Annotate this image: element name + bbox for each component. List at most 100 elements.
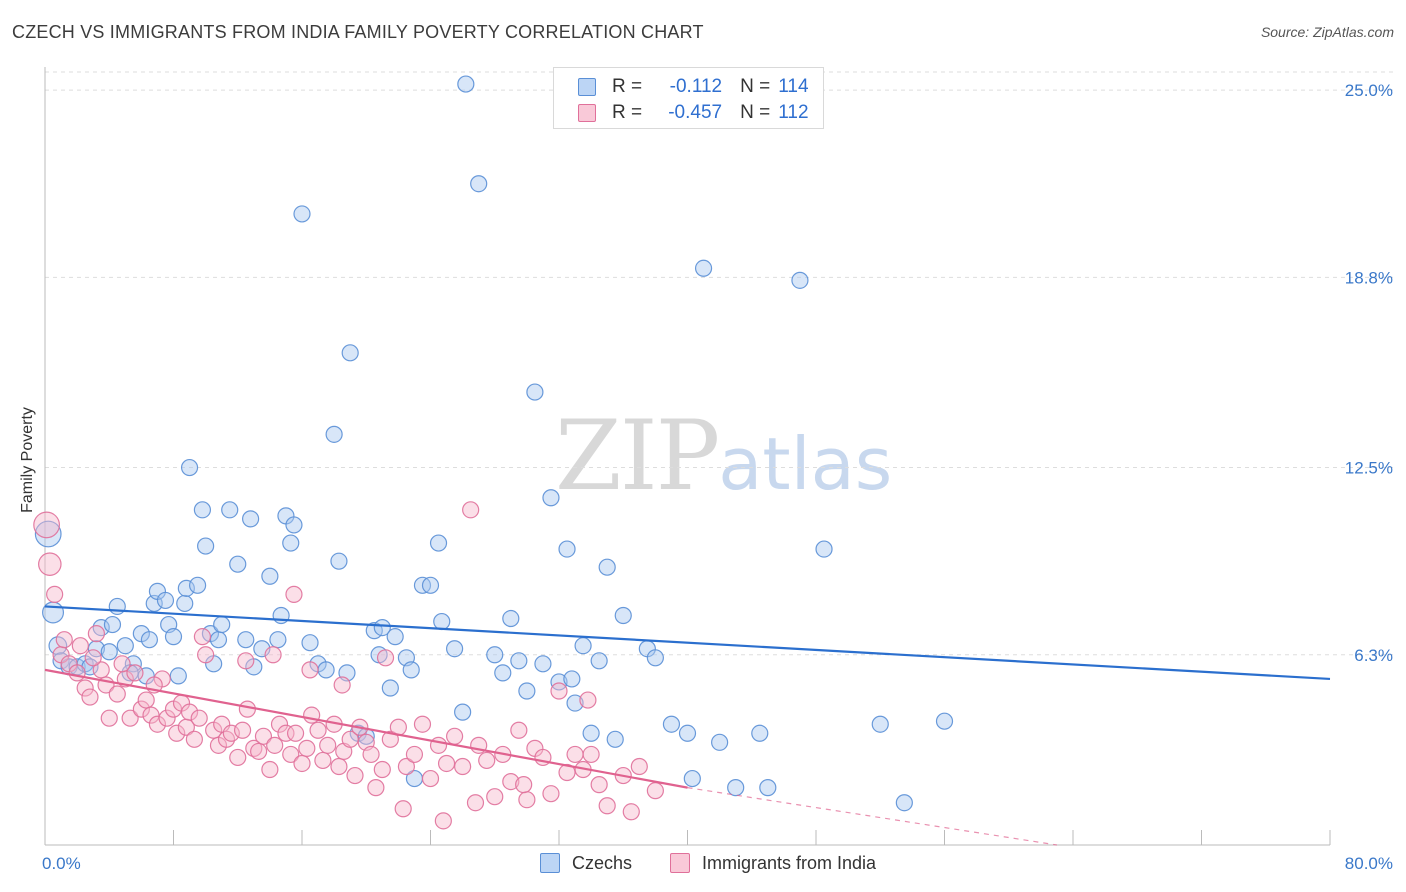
point-india bbox=[33, 511, 61, 539]
x-tick-label-min: 0.0% bbox=[42, 854, 81, 873]
point-india bbox=[55, 631, 73, 649]
point-india bbox=[542, 785, 560, 803]
point-india bbox=[330, 757, 348, 776]
point-czech bbox=[815, 540, 833, 558]
point-india bbox=[229, 748, 247, 767]
point-czech bbox=[550, 673, 568, 691]
legend-r-label: R = bbox=[612, 102, 643, 123]
point-czech bbox=[242, 510, 260, 528]
point-india bbox=[434, 812, 452, 830]
point-czech bbox=[386, 628, 404, 646]
point-india bbox=[108, 685, 126, 703]
point-india bbox=[582, 745, 600, 764]
point-czech bbox=[237, 631, 255, 649]
point-czech bbox=[285, 516, 303, 534]
point-india bbox=[515, 776, 533, 794]
legend-row-czech: R = -0.112 N = 114 bbox=[578, 75, 809, 99]
point-india bbox=[84, 649, 102, 667]
point-czech bbox=[662, 715, 681, 733]
point-india bbox=[590, 776, 608, 794]
point-india bbox=[250, 742, 268, 760]
point-czech bbox=[711, 733, 729, 751]
point-india bbox=[622, 803, 640, 821]
point-czech bbox=[402, 661, 420, 679]
point-czech bbox=[317, 661, 335, 679]
point-czech bbox=[590, 652, 608, 670]
point-czech bbox=[614, 606, 632, 625]
point-czech bbox=[261, 567, 279, 585]
point-czech bbox=[566, 694, 584, 712]
point-india bbox=[454, 757, 472, 776]
point-czech bbox=[502, 609, 520, 628]
point-czech bbox=[193, 501, 212, 519]
bottom-legend-swatch-india bbox=[670, 853, 690, 873]
point-czech bbox=[269, 631, 287, 649]
point-india bbox=[429, 736, 448, 754]
source-label: Source: ZipAtlas.com bbox=[1260, 24, 1394, 40]
point-czech bbox=[558, 540, 576, 558]
point-india bbox=[233, 721, 252, 739]
legend-r-value: -0.112 bbox=[669, 76, 723, 97]
point-czech bbox=[140, 631, 159, 649]
point-czech bbox=[221, 501, 239, 519]
point-india bbox=[282, 745, 300, 764]
point-czech bbox=[935, 712, 954, 730]
y-tick-label: 6.3% bbox=[1354, 646, 1393, 665]
point-czech bbox=[751, 724, 769, 742]
point-india bbox=[261, 760, 279, 779]
watermark-atlas: atlas bbox=[718, 422, 893, 506]
point-czech bbox=[445, 640, 464, 658]
point-india bbox=[238, 700, 256, 718]
point-india bbox=[301, 661, 319, 679]
point-czech bbox=[518, 682, 536, 700]
point-czech bbox=[381, 679, 399, 697]
point-india bbox=[566, 745, 584, 764]
point-czech bbox=[116, 637, 134, 655]
y-axis-label: Family Poverty bbox=[19, 407, 36, 513]
point-india bbox=[346, 766, 364, 785]
watermark: ZIPatlas bbox=[555, 400, 892, 512]
point-india bbox=[319, 736, 337, 754]
point-czech bbox=[433, 612, 451, 631]
point-czech bbox=[282, 534, 300, 552]
point-czech bbox=[164, 628, 183, 646]
point-india bbox=[113, 655, 131, 673]
point-czech bbox=[177, 579, 195, 597]
point-india bbox=[376, 649, 395, 667]
point-india bbox=[185, 730, 203, 748]
point-czech bbox=[678, 724, 697, 742]
point-india bbox=[193, 628, 212, 646]
x-tick-label-max: 80.0% bbox=[1345, 854, 1393, 873]
point-czech bbox=[727, 779, 745, 797]
bottom-legend-czech: Czechs bbox=[540, 851, 632, 875]
point-czech bbox=[470, 175, 488, 193]
point-india bbox=[314, 751, 332, 770]
point-india bbox=[148, 715, 167, 733]
point-czech bbox=[563, 670, 581, 688]
legend-n-label: N = bbox=[740, 102, 771, 123]
point-czech bbox=[895, 794, 913, 812]
point-india bbox=[81, 688, 99, 706]
point-india bbox=[394, 800, 412, 818]
point-india bbox=[341, 730, 359, 748]
stats-legend: R = -0.112 N = 114 R = -0.457 N = 112 bbox=[553, 67, 824, 129]
point-india bbox=[46, 585, 64, 603]
legend-n-value: 112 bbox=[778, 102, 809, 123]
watermark-zip: ZIP bbox=[555, 400, 720, 512]
point-czech bbox=[871, 715, 889, 733]
point-czech bbox=[582, 724, 600, 742]
point-czech bbox=[197, 537, 215, 555]
point-india bbox=[518, 791, 536, 809]
point-india bbox=[293, 754, 311, 773]
point-czech bbox=[454, 703, 472, 721]
point-india bbox=[502, 772, 520, 791]
point-czech bbox=[606, 730, 624, 748]
point-india bbox=[413, 715, 432, 733]
point-india bbox=[142, 706, 160, 724]
point-czech bbox=[759, 779, 777, 797]
point-india bbox=[309, 721, 327, 739]
point-india bbox=[373, 760, 391, 779]
point-czech bbox=[341, 344, 359, 362]
point-india bbox=[132, 700, 150, 718]
